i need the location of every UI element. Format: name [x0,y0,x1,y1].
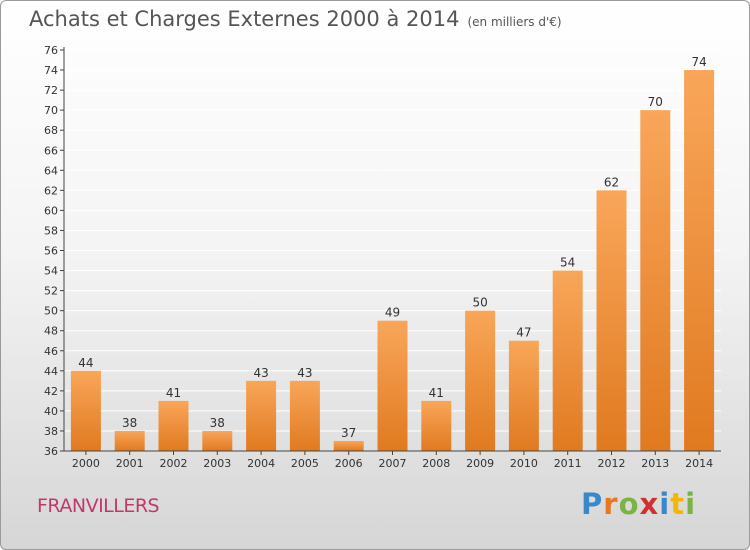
y-tick-label: 54 [44,265,58,278]
commune-name: FRANVILLERS [37,495,160,517]
y-tick-label: 60 [44,204,58,217]
bar-value-label: 62 [604,175,619,189]
y-tick-label: 38 [44,425,58,438]
bar-value-label: 50 [472,296,487,310]
logo-letter: r [603,487,619,521]
bar [552,270,583,451]
bar [508,340,539,451]
y-tick-label: 46 [44,345,58,358]
logo-letter: x [639,487,660,521]
x-tick-label: 2002 [160,457,188,470]
x-tick-label: 2013 [641,457,669,470]
bar-value-label: 74 [691,55,706,69]
logo-letter: o [618,487,640,521]
bar-value-label: 41 [429,386,444,400]
y-tick-label: 52 [44,285,58,298]
y-tick-label: 66 [44,144,58,157]
x-tick-label: 2011 [554,457,582,470]
x-tick-label: 2014 [685,457,713,470]
logo-letter: i [685,487,697,521]
bar-value-label: 44 [78,356,93,370]
y-tick-label: 58 [44,224,58,237]
y-tick-label: 74 [44,64,58,77]
x-tick-label: 2008 [422,457,450,470]
bar [377,320,408,451]
y-tick-label: 70 [44,104,58,117]
bar-value-label: 54 [560,256,575,270]
bar-value-label: 49 [385,306,400,320]
x-tick-label: 2001 [116,457,144,470]
y-tick-label: 68 [44,124,58,137]
bar-value-label: 43 [297,366,312,380]
bar-value-label: 38 [122,416,137,430]
x-tick-label: 2010 [510,457,538,470]
y-tick-label: 62 [44,184,58,197]
bar-value-label: 38 [210,416,225,430]
logo-letter: P [581,487,604,521]
bars: 44 38 41 38 43 43 37 49 41 50 47 54 62 70 74 [70,55,715,452]
bar [202,430,233,451]
bar [114,430,145,451]
x-tick-label: 2012 [598,457,626,470]
bar [246,380,277,451]
bar-value-label: 43 [253,366,268,380]
bar [684,70,715,452]
bar [158,400,189,451]
axes: 36 38 40 42 44 46 48 50 52 54 56 58 60 62 64 66 68 70 72 74… [44,44,721,470]
y-tick-label: 44 [44,365,58,378]
proxiti-logo: Proxiti [581,487,696,521]
y-tick-label: 72 [44,84,58,97]
bar-value-label: 47 [516,326,531,340]
y-tick-label: 50 [44,305,58,318]
y-tick-label: 40 [44,405,58,418]
x-tick-label: 2006 [335,457,363,470]
chart-unit: (en milliers d'€) [467,15,562,29]
y-tick-label: 56 [44,245,58,258]
bar [421,400,452,451]
x-tick-label: 2005 [291,457,319,470]
bar [640,110,671,452]
y-tick-label: 36 [44,445,58,458]
logo-letter: i [659,487,671,521]
y-tick-label: 64 [44,164,58,177]
x-tick-label: 2007 [379,457,407,470]
x-tick-label: 2004 [247,457,275,470]
bar [333,440,364,451]
bar-value-label: 37 [341,426,356,440]
x-tick-label: 2009 [466,457,494,470]
bar-value-label: 70 [648,95,663,109]
y-tick-label: 76 [44,44,58,57]
bar-value-label: 41 [166,386,181,400]
bar [596,190,627,451]
bar [289,380,320,451]
y-tick-label: 48 [44,325,58,338]
chart-title-block: Achats et Charges Externes 2000 à 2014 (e… [29,7,562,31]
logo-letter: t [670,487,686,521]
y-tick-label: 42 [44,385,58,398]
bar [465,310,496,451]
bar [70,370,101,451]
x-tick-label: 2000 [72,457,100,470]
x-tick-label: 2003 [203,457,231,470]
chart-title: Achats et Charges Externes 2000 à 2014 [29,7,460,31]
